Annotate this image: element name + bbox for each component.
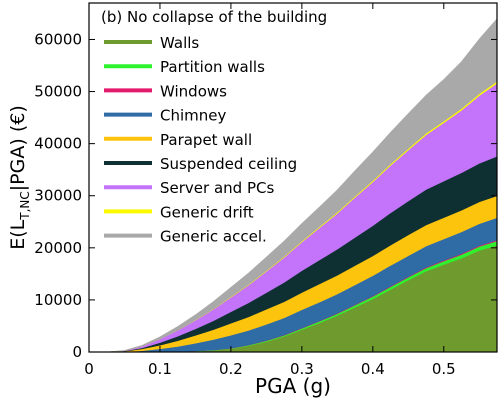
y-axis-label-main: E(L <box>7 219 29 249</box>
legend-label: Parapet wall <box>160 131 252 149</box>
chart-title: (b) No collapse of the building <box>101 8 327 26</box>
legend-label: Chimney <box>160 107 226 125</box>
x-tick-label: 0.2 <box>219 360 243 378</box>
plot-frame <box>88 2 498 353</box>
y-tick-label: 30000 <box>34 187 82 205</box>
y-tick-label: 40000 <box>34 135 82 153</box>
y-tick-label: 60000 <box>34 30 82 48</box>
legend: (b) No collapse of the building Walls Par… <box>101 8 327 246</box>
legend-label: Partition walls <box>160 58 265 76</box>
y-axis-label-tail: |PGA) (€) <box>7 105 29 191</box>
y-tick-label: 0 <box>72 343 82 361</box>
legend-label: Server and PCs <box>160 179 274 197</box>
x-tick-label: 0.3 <box>290 360 314 378</box>
x-tick-label: 0.4 <box>361 360 385 378</box>
legend-label: Suspended ceiling <box>160 155 297 173</box>
y-axis-label: E(LT,NC|PGA) (€) <box>7 105 32 249</box>
x-tick-label: 0 <box>84 360 94 378</box>
y-axis-label-subscript: T,NC <box>18 191 32 221</box>
legend-label: Windows <box>160 82 227 100</box>
y-tick-label: 10000 <box>34 291 82 309</box>
x-tick-label: 0.1 <box>148 360 172 378</box>
x-axis-label: PGA (g) <box>255 374 331 398</box>
legend-label: Walls <box>160 34 199 52</box>
y-axis: 0 10000 20000 30000 40000 50000 60000 <box>34 30 497 361</box>
y-tick-label: 20000 <box>34 239 82 257</box>
y-tick-label: 50000 <box>34 83 82 101</box>
x-axis: 0 0.1 0.2 0.3 0.4 0.5 <box>84 3 456 378</box>
legend-label: Generic drift <box>160 203 254 221</box>
x-tick-label: 0.5 <box>432 360 456 378</box>
legend-label: Generic accel. <box>160 228 267 246</box>
